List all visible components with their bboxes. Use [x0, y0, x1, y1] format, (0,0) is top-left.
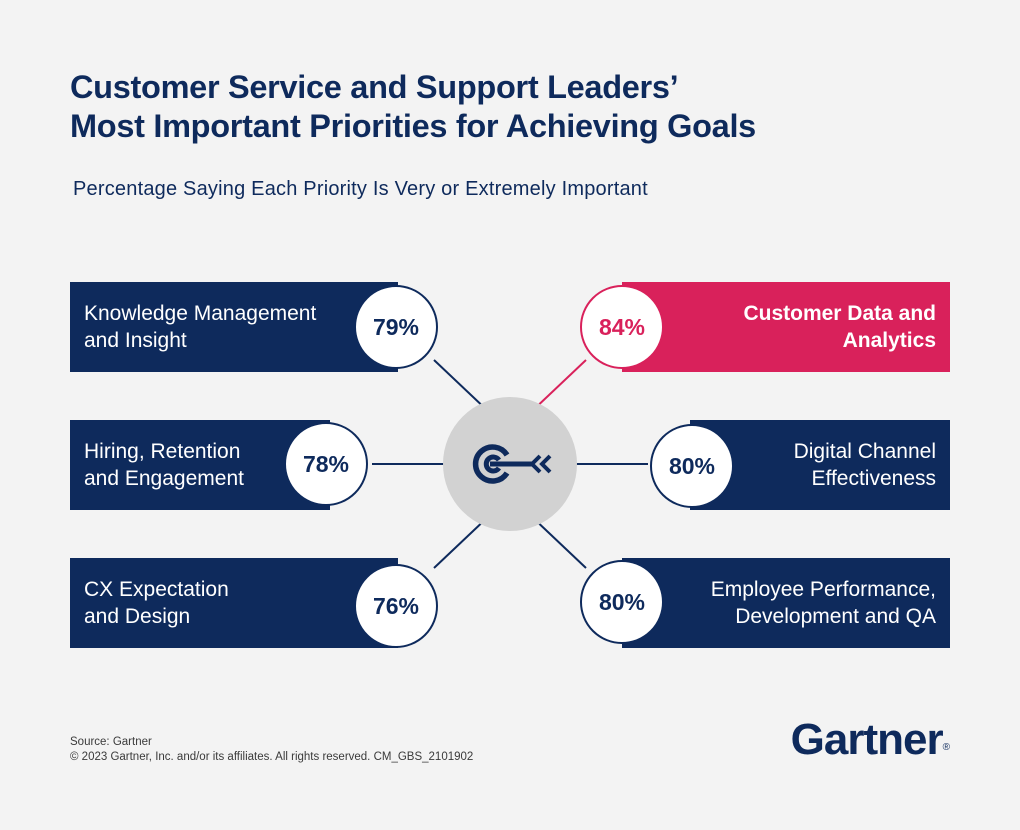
percent-badge-knowledge-management: 79% [354, 285, 438, 369]
priority-box-cx-expectation: CX Expectation and Design [70, 558, 398, 648]
chart-title: Customer Service and Support Leaders’ Mo… [70, 68, 970, 146]
priority-label-knowledge-management: Knowledge Management and Insight [84, 302, 317, 352]
percent-badge-digital-channel: 80% [650, 424, 734, 508]
priority-box-customer-data: Customer Data and Analytics [622, 282, 950, 372]
percent-badge-customer-data: 84% [580, 285, 664, 369]
priority-box-knowledge-management: Knowledge Management and Insight [70, 282, 398, 372]
priority-box-employee-performance: Employee Performance, Development and QA [622, 558, 950, 648]
source-note: Source: Gartner [70, 736, 152, 748]
chart-title-line-1: Customer Service and Support Leaders’ [70, 69, 679, 105]
registered-mark: ® [942, 742, 950, 753]
priority-label-digital-channel: Digital Channel Effectiveness [793, 440, 936, 490]
target-arrow-icon [472, 444, 552, 484]
priority-label-hiring-retention: Hiring, Retention and Engagement [84, 440, 244, 490]
priority-label-employee-performance: Employee Performance, Development and QA [710, 578, 936, 628]
percent-badge-cx-expectation: 76% [354, 564, 438, 648]
chart-subtitle: Percentage Saying Each Priority Is Very … [73, 178, 648, 200]
copyright-note: © 2023 Gartner, Inc. and/or its affiliat… [70, 751, 474, 763]
gartner-logo: Gartner® [791, 712, 950, 776]
percent-badge-employee-performance: 80% [580, 560, 664, 644]
chart-title-line-2: Most Important Priorities for Achieving … [70, 108, 756, 144]
priority-label-customer-data: Customer Data and Analytics [743, 302, 936, 352]
priority-label-cx-expectation: CX Expectation and Design [84, 578, 229, 628]
gartner-logo-text: Gartner [790, 715, 944, 764]
footer-notes: Source: Gartner © 2023 Gartner, Inc. and… [70, 735, 473, 765]
percent-badge-hiring-retention: 78% [284, 422, 368, 506]
